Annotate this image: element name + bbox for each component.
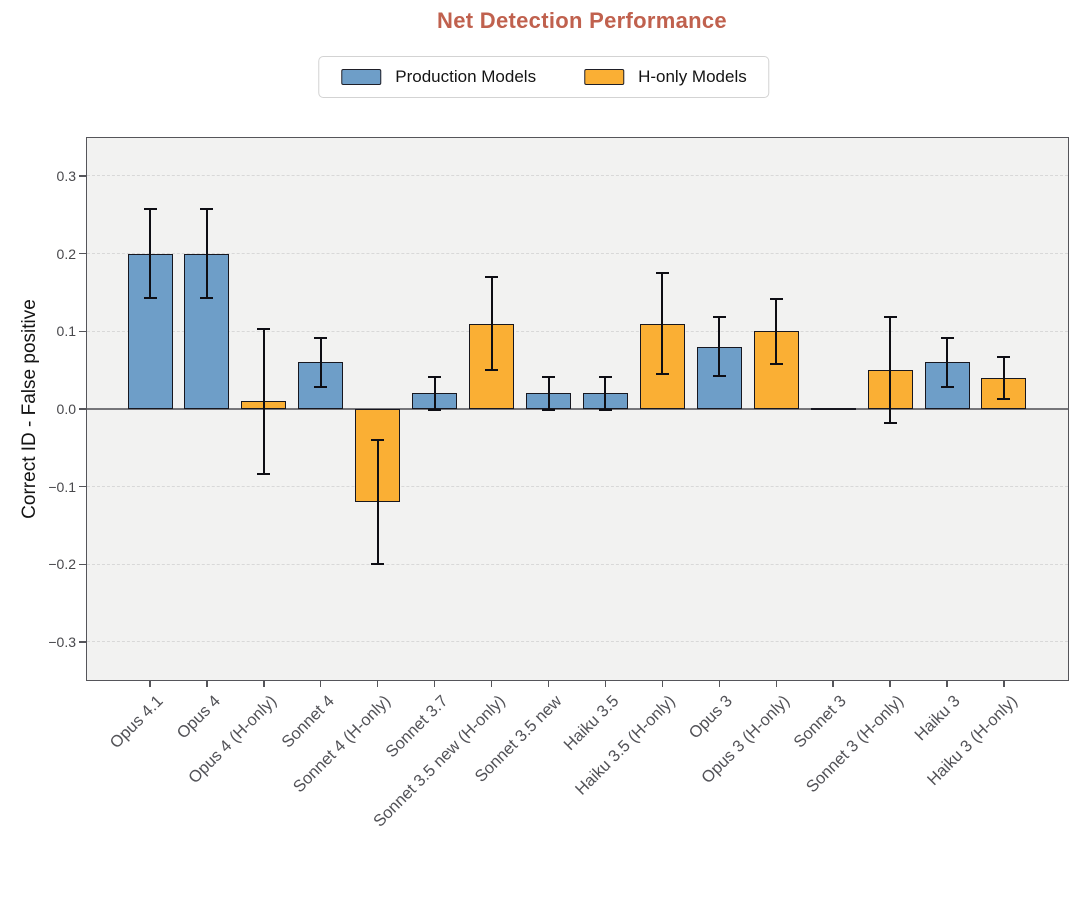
error-cap-bottom-opus-4-h-only [257,472,271,475]
y-tick-label-0.3: 0.3 [56,167,76,184]
x-tick-label-haiku-3.5-h-only: Haiku 3.5 (H-only) [572,692,680,799]
error-bar-opus-4 [205,209,208,298]
error-cap-bottom-sonnet-3-h-only [883,421,897,424]
legend-swatch-h-only [584,69,625,85]
legend-label-production: Production Models [395,67,537,86]
x-tick-haiku-3.5 [604,681,607,687]
error-cap-top-opus-3-h-only [769,297,783,300]
error-cap-bottom-haiku-3.5 [598,408,612,411]
gridline-0.2 [87,252,1068,254]
x-tick-sonnet-3 [832,681,834,687]
legend-item-h-only: H-only Models [584,67,747,87]
error-cap-top-opus-3 [712,316,726,319]
x-tick-haiku-3.5-h-only [661,681,664,687]
x-tick-sonnet-3.7 [433,681,436,687]
error-cap-top-sonnet-3.5-new-h-only [485,275,499,278]
error-cap-top-sonnet-4-h-only [371,439,385,442]
gridline-−0.2 [87,563,1068,565]
y-tick-label-−0.3: −0.3 [48,634,76,651]
error-bar-haiku-3-h-only [1002,356,1005,399]
gridline-0.3 [87,175,1068,177]
x-tick-label-haiku-3: Haiku 3 [911,692,964,745]
error-bar-opus-4.1 [149,209,151,298]
error-bar-sonnet-3.7 [433,377,436,410]
legend-swatch-production [341,69,382,85]
error-bar-opus-4-h-only [262,328,265,474]
error-cap-top-haiku-3-h-only [997,355,1011,358]
error-cap-bottom-sonnet-3.5-new-h-only [485,369,499,372]
error-cap-top-opus-4 [200,208,214,211]
x-tick-sonnet-4-h-only [377,681,379,687]
x-tick-sonnet-3-h-only [889,681,891,687]
x-tick-sonnet-4 [320,681,322,687]
error-cap-bottom-haiku-3.5-h-only [655,373,669,376]
error-bar-sonnet-3-h-only [889,317,892,423]
error-bar-sonnet-3.5-new-h-only [490,276,493,371]
x-tick-label-sonnet-4-h-only: Sonnet 4 (H-only) [290,692,395,797]
bar-sonnet-3 [810,408,856,410]
x-tick-opus-4 [206,681,208,687]
error-cap-top-sonnet-4 [314,336,328,339]
error-cap-bottom-opus-4.1 [143,296,157,299]
x-tick-sonnet-3.5-new-h-only [490,681,493,687]
x-tick-label-opus-4.1: Opus 4.1 [106,692,167,753]
x-tick-opus-3 [718,681,720,687]
y-tick-label-−0.1: −0.1 [48,478,76,495]
y-tick-label-0.1: 0.1 [56,323,76,340]
x-tick-opus-4.1 [149,681,151,687]
error-bar-opus-3 [718,317,721,377]
x-tick-label-sonnet-3-h-only: Sonnet 3 (H-only) [802,692,907,797]
x-tick-opus-4-h-only [263,681,265,687]
error-bar-opus-3-h-only [775,298,778,364]
error-cap-bottom-haiku-3-h-only [997,397,1011,400]
legend: Production Models H-only Models [318,56,770,98]
y-tick-label-0.2: 0.2 [56,245,76,262]
error-cap-top-haiku-3.5 [598,376,612,379]
y-tick-0.2 [79,252,86,255]
error-bar-haiku-3.5-h-only [661,273,664,375]
error-cap-bottom-opus-3-h-only [769,362,783,365]
error-cap-top-opus-4-h-only [257,327,271,330]
error-cap-top-sonnet-3.7 [428,376,442,379]
error-bar-haiku-3 [946,337,949,388]
error-cap-bottom-sonnet-3.5-new [542,408,555,411]
error-cap-top-opus-4.1 [143,208,157,211]
x-tick-opus-3-h-only [775,681,777,687]
y-tick-−0.2 [79,563,86,566]
legend-item-production: Production Models [341,67,536,87]
error-cap-bottom-opus-3 [712,375,726,378]
error-bar-haiku-3.5 [604,377,607,410]
error-cap-bottom-opus-4 [200,296,214,299]
x-tick-sonnet-3.5-new [547,681,550,687]
x-tick-label-opus-3: Opus 3 [685,692,737,743]
error-cap-top-haiku-3 [940,336,954,339]
zero-line [87,408,1068,410]
chart-title: Net Detection Performance [437,8,727,33]
error-cap-bottom-haiku-3 [940,386,954,389]
error-cap-top-haiku-3.5-h-only [655,272,669,274]
x-tick-label-opus-4: Opus 4 [173,692,224,743]
gridline-−0.3 [87,641,1068,643]
error-cap-top-sonnet-3-h-only [883,316,897,319]
x-tick-haiku-3-h-only [1003,681,1005,687]
legend-label-h-only: H-only Models [638,67,747,86]
error-cap-bottom-sonnet-3.7 [428,408,442,411]
error-cap-bottom-sonnet-4-h-only [371,563,385,566]
y-tick-label-−0.2: −0.2 [48,556,76,573]
gridline-−0.1 [87,486,1068,487]
y-tick-label-0.0: 0.0 [56,401,76,417]
gridline-0.1 [87,330,1068,332]
y-tick-−0.1 [79,486,86,488]
y-tick-0.0 [79,408,86,410]
error-bar-sonnet-4-h-only [376,440,379,565]
error-bar-sonnet-3.5-new [547,377,550,410]
error-cap-top-sonnet-3.5-new [542,376,555,379]
x-tick-haiku-3 [946,681,948,687]
y-tick-−0.3 [79,641,86,643]
y-tick-0.3 [79,175,86,177]
error-bar-sonnet-4 [319,337,322,388]
y-tick-0.1 [79,330,86,332]
error-cap-bottom-sonnet-4 [314,386,328,389]
